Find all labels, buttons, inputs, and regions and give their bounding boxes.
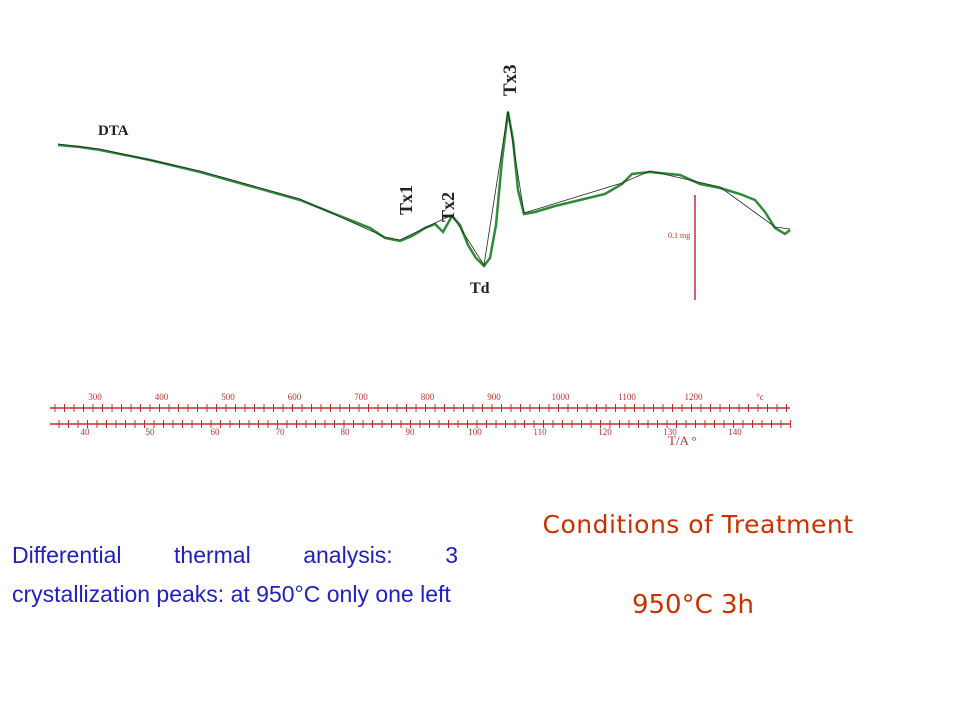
condition: 950°C 3h	[631, 590, 755, 620]
lower-tick-label: 90	[406, 427, 416, 437]
lower-tick-label: 110	[533, 427, 547, 437]
upper-tick-label: 400	[155, 392, 169, 402]
dta-curve	[57, 111, 791, 268]
lower-tick-label: 60	[211, 427, 221, 437]
lower-tick-label: 70	[276, 427, 286, 437]
upper-tick-label: 500	[221, 392, 235, 402]
lower-tick-label: 140	[728, 427, 742, 437]
scale-label: 0.1 mg	[668, 231, 690, 240]
upper-tick-label: 1200	[685, 392, 704, 402]
lower-tick-label: 40	[81, 427, 91, 437]
curve-label: DTA	[98, 123, 129, 139]
peak-label: Tx2	[438, 192, 458, 222]
lower-tick-label: 130	[663, 427, 677, 437]
peak-label: Td	[470, 280, 490, 297]
description: Differential thermal analysis: 3 crystal…	[12, 542, 458, 607]
upper-tick-label: 1000	[552, 392, 571, 402]
upper-tick-label: 300	[88, 392, 102, 402]
dta-curve-shadow	[57, 110, 791, 267]
ruler: 300 400 500 600 700 800 900 1000 1100 1200 °c 40 50 6…	[54, 392, 791, 437]
heading: Conditions of Treatment	[542, 510, 854, 539]
lower-tick-label: 80	[341, 427, 351, 437]
upper-tick-label: 900	[487, 392, 501, 402]
lower-tick-label: 50	[146, 427, 156, 437]
peak-label: Tx1	[396, 185, 416, 215]
lower-tick-label: 120	[598, 427, 612, 437]
lower-tick-label: 100	[468, 427, 482, 437]
upper-tick-label: 800	[421, 392, 435, 402]
axis-label: T/A °	[668, 433, 697, 448]
upper-tick-label: 1100	[618, 392, 636, 402]
upper-tick-label: 700	[354, 392, 368, 402]
upper-tick-label: °c	[756, 392, 764, 402]
peak-label: Tx3	[500, 64, 521, 96]
upper-tick-label: 600	[288, 392, 302, 402]
